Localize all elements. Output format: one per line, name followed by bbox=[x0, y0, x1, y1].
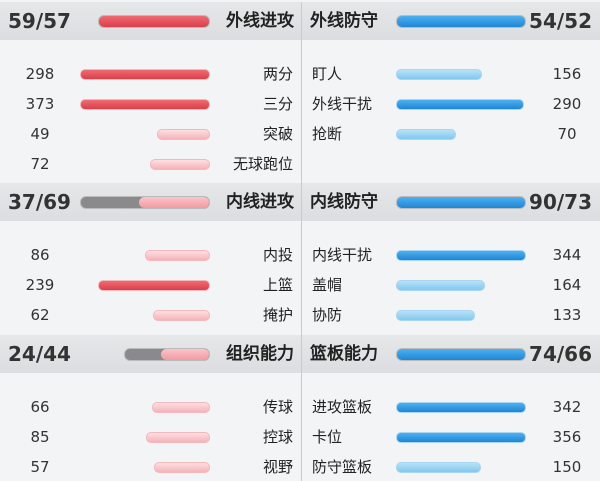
stat-value: 72 bbox=[30, 155, 50, 173]
stat-value: 70 bbox=[557, 125, 577, 143]
stat-bar bbox=[396, 69, 483, 80]
stat-bar bbox=[156, 129, 210, 140]
header-bar bbox=[396, 196, 526, 209]
stat-value: 344 bbox=[552, 246, 582, 264]
stat-label: 三分 bbox=[262, 95, 293, 113]
rating: 74/66 bbox=[529, 342, 592, 366]
stat-bar bbox=[396, 310, 476, 321]
stat-value: 298 bbox=[25, 65, 55, 83]
stat-label: 盖帽 bbox=[312, 276, 343, 294]
stat-value: 49 bbox=[30, 125, 50, 143]
stat-value: 373 bbox=[25, 95, 55, 113]
stat-label: 上篮 bbox=[262, 276, 293, 294]
stat-bar bbox=[396, 250, 526, 261]
header-bar bbox=[396, 348, 526, 361]
stat-value: 150 bbox=[552, 458, 582, 476]
stat-value: 239 bbox=[25, 276, 55, 294]
section-title: 外线进攻 bbox=[226, 11, 294, 31]
stat-label: 视野 bbox=[262, 458, 293, 476]
stat-bar bbox=[145, 432, 210, 443]
stat-bar bbox=[145, 250, 210, 261]
stat-bar bbox=[396, 99, 524, 110]
rating: 59/57 bbox=[8, 9, 71, 33]
section-title: 内线进攻 bbox=[226, 192, 294, 212]
rating: 54/52 bbox=[529, 9, 592, 33]
rating: 37/69 bbox=[8, 190, 71, 214]
stat-value: 57 bbox=[30, 458, 50, 476]
stat-label: 突破 bbox=[262, 125, 293, 143]
header-bar-fill bbox=[139, 197, 209, 208]
stat-label: 内投 bbox=[262, 246, 293, 264]
stat-bar bbox=[151, 402, 210, 413]
stat-value: 356 bbox=[552, 428, 582, 446]
stat-bar bbox=[396, 432, 526, 443]
section-title: 内线防守 bbox=[310, 192, 378, 212]
stat-value: 164 bbox=[552, 276, 582, 294]
stat-value: 133 bbox=[552, 306, 582, 324]
stat-value: 342 bbox=[552, 398, 582, 416]
header-bar bbox=[80, 196, 210, 209]
section-title: 篮板能力 bbox=[310, 344, 378, 364]
divider bbox=[301, 2, 302, 183]
stat-bar bbox=[80, 69, 210, 80]
stat-value: 86 bbox=[30, 246, 50, 264]
stat-label: 两分 bbox=[262, 65, 293, 83]
stat-bar bbox=[396, 462, 481, 473]
rating: 90/73 bbox=[529, 190, 592, 214]
stat-label: 内线干扰 bbox=[312, 246, 373, 264]
stat-label: 传球 bbox=[262, 398, 293, 416]
section-title: 外线防守 bbox=[310, 11, 378, 31]
stat-value: 62 bbox=[30, 306, 50, 324]
stat-value: 156 bbox=[552, 65, 582, 83]
stat-value: 290 bbox=[552, 95, 582, 113]
stat-label: 无球跑位 bbox=[232, 155, 293, 173]
stat-bar bbox=[396, 402, 526, 413]
stat-label: 外线干扰 bbox=[312, 95, 373, 113]
header-bar bbox=[396, 15, 526, 28]
stat-label: 卡位 bbox=[312, 428, 343, 446]
stat-label: 抢断 bbox=[312, 125, 343, 143]
header-bar bbox=[98, 15, 210, 28]
rating: 24/44 bbox=[8, 342, 71, 366]
stat-value: 85 bbox=[30, 428, 50, 446]
divider bbox=[301, 335, 302, 481]
section-title: 组织能力 bbox=[226, 344, 294, 364]
stat-label: 盯人 bbox=[312, 65, 343, 83]
stat-bar bbox=[396, 280, 485, 291]
stat-bar bbox=[154, 462, 210, 473]
stat-bar bbox=[152, 310, 210, 321]
header-bar-fill bbox=[161, 349, 209, 360]
stat-label: 进攻篮板 bbox=[312, 398, 373, 416]
stat-value: 66 bbox=[30, 398, 50, 416]
header-bar-fill bbox=[99, 16, 209, 27]
stat-label: 协防 bbox=[312, 306, 343, 324]
stat-label: 防守篮板 bbox=[312, 458, 373, 476]
stat-bar bbox=[149, 159, 210, 170]
stat-label: 控球 bbox=[262, 428, 293, 446]
stat-bar bbox=[80, 99, 210, 110]
divider bbox=[301, 183, 302, 335]
stat-bar bbox=[396, 129, 456, 140]
stat-label: 掩护 bbox=[262, 306, 293, 324]
header-bar bbox=[124, 348, 210, 361]
stat-bar bbox=[97, 280, 210, 291]
